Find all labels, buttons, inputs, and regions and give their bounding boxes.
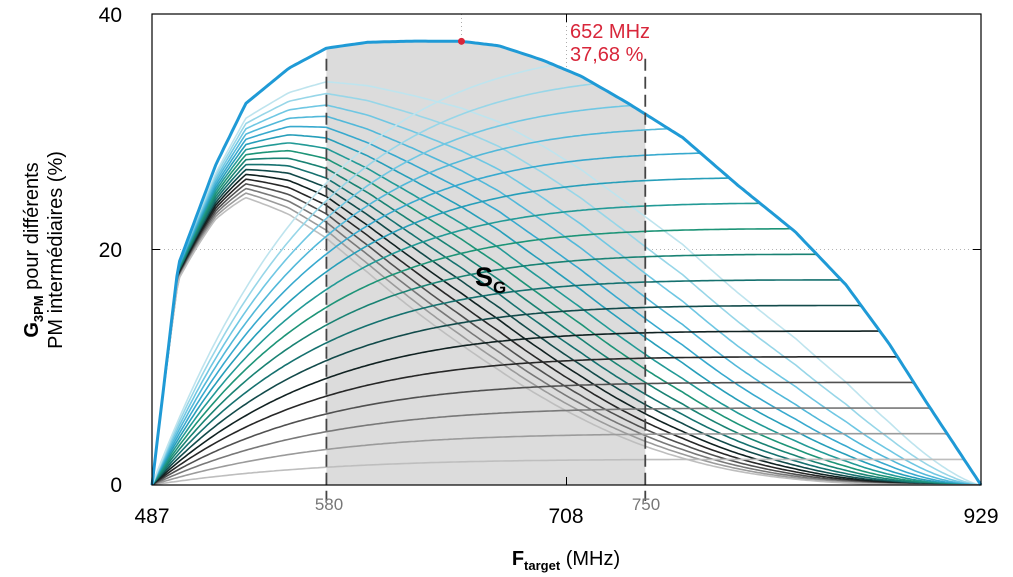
y-tick-label-0: 0 — [110, 474, 122, 497]
curve-descending-9 — [152, 157, 981, 485]
curve-ascending-5 — [152, 355, 981, 485]
curve-family-descending — [152, 81, 981, 485]
curve-ascending-4 — [152, 381, 981, 485]
curve-descending-5 — [152, 125, 981, 485]
curve-ascending-6 — [152, 330, 981, 485]
y-tick-label-40: 40 — [99, 4, 122, 27]
curve-descending-10 — [152, 163, 981, 485]
x-axis-label: Ftarget (MHz) — [512, 548, 620, 573]
curve-ascending-2 — [152, 432, 981, 485]
envelope-line — [150, 39, 983, 486]
curve-descending-8 — [152, 149, 981, 485]
shaded-area — [326, 41, 646, 485]
x-tick-label-708: 708 — [548, 505, 583, 528]
x-tick-label-580: 580 — [315, 495, 343, 514]
dashed-markers — [325, 58, 647, 501]
shaded-region-sg — [326, 41, 646, 485]
curve-descending-12 — [152, 173, 981, 485]
curve-descending-13 — [152, 178, 981, 485]
y-axis-label-line2: PM intermédiaires (%) — [45, 151, 67, 349]
shaded-region-label: SG — [475, 262, 506, 297]
curve-ascending-3 — [152, 407, 981, 485]
y-tick-label-20: 20 — [99, 239, 122, 262]
envelope-curve — [150, 39, 983, 486]
peak-value-label: 37,68 % — [570, 44, 644, 66]
x-tick-label-929: 929 — [963, 505, 998, 528]
x-tick-label-487: 487 — [134, 505, 169, 528]
curve-ascending-7 — [152, 304, 981, 485]
peak-frequency-label: 652 MHz — [570, 21, 650, 43]
axis-ticks — [151, 13, 982, 486]
x-tick-label-750: 750 — [632, 495, 660, 514]
curve-descending-1 — [152, 81, 981, 485]
curve-descending-2 — [152, 92, 981, 485]
curve-descending-3 — [152, 104, 981, 485]
curve-descending-14 — [152, 183, 981, 485]
curve-descending-6 — [152, 134, 981, 485]
y-axis-label-line1: G3PM pour différents — [21, 162, 46, 337]
curve-ascending-1 — [152, 458, 981, 485]
curve-descending-11 — [152, 168, 981, 485]
peak-marker — [457, 37, 465, 45]
